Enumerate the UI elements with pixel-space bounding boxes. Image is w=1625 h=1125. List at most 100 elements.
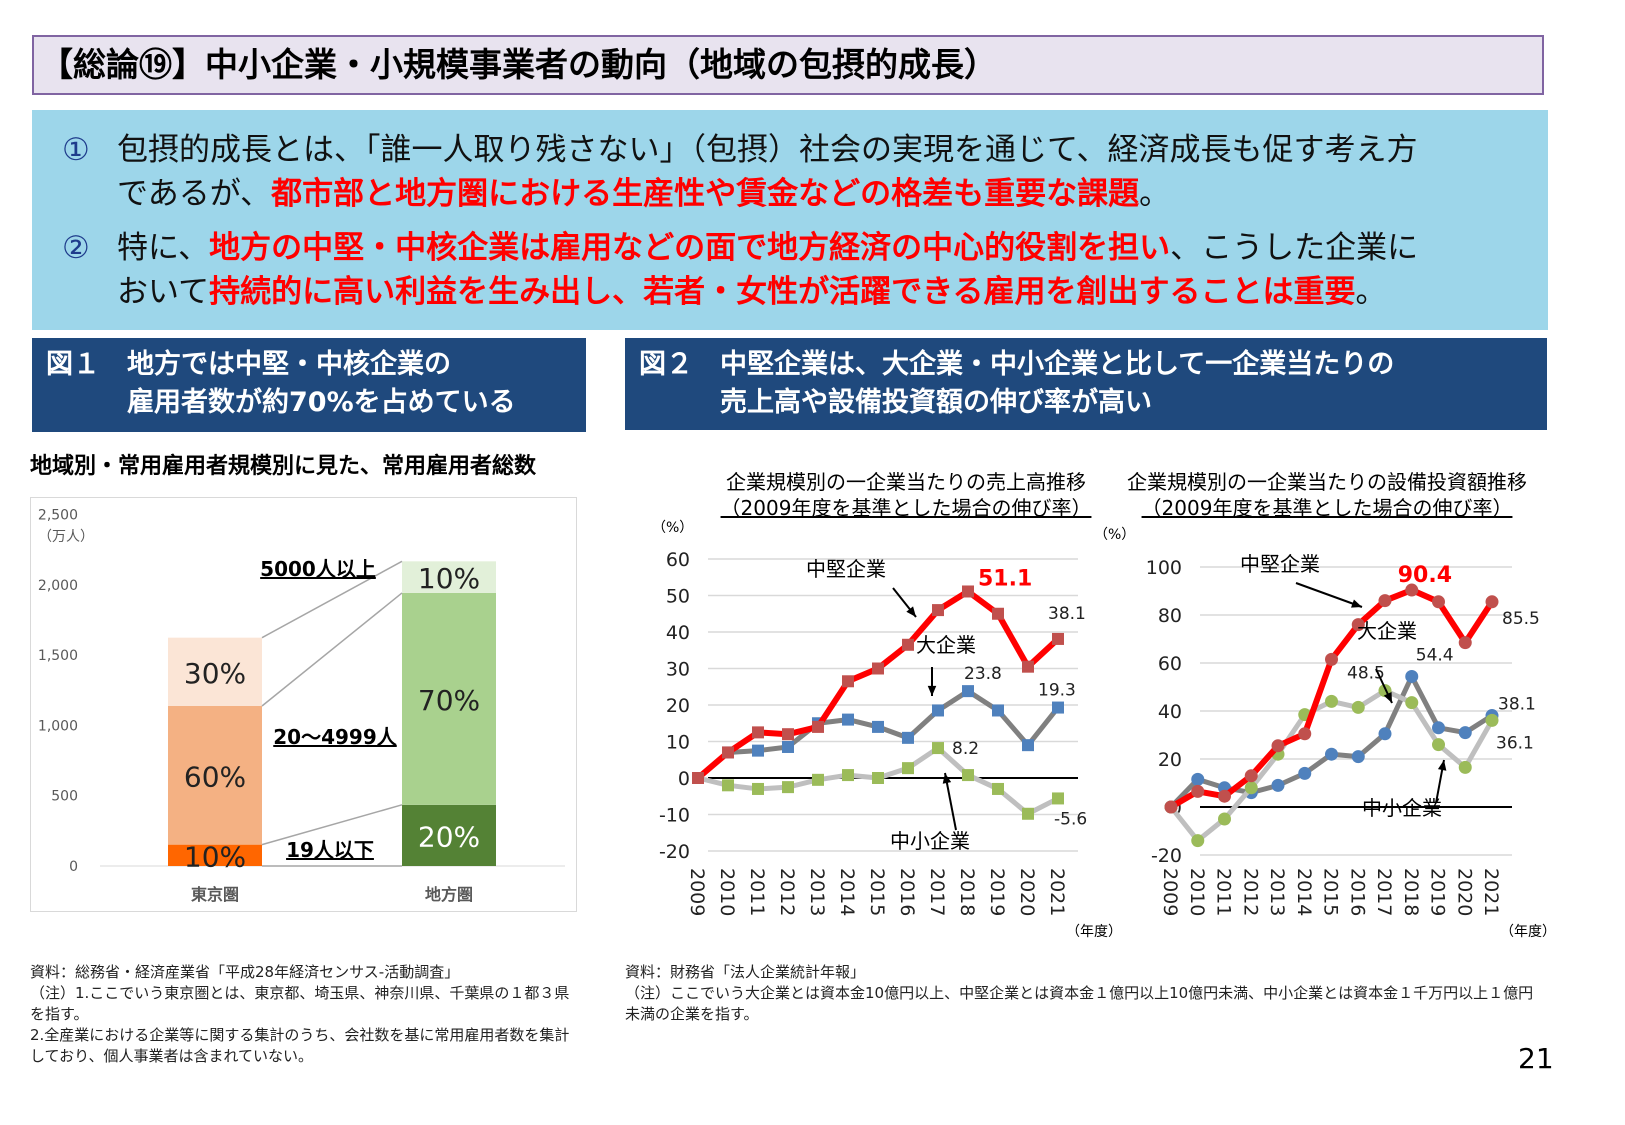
data-point	[1432, 738, 1445, 752]
x-tick-label: 2020	[1453, 868, 1475, 916]
series-annotation: 中小企業	[1362, 796, 1442, 820]
figure-1-notes: 資料：総務省・経済産業省「平成28年経済センサス‐活動調査」 （注）1.ここでい…	[30, 962, 580, 1067]
x-tick-label: 2013	[806, 868, 828, 916]
intro-point-2: ② 特に、地方の中堅・中核企業は雇用などの面で地方経済の中心的役割を担い、こうした…	[62, 226, 1418, 314]
data-point	[992, 607, 1004, 620]
y-tick-label: 1,500	[38, 648, 78, 664]
data-point	[782, 740, 794, 753]
x-tick-label: 2017	[1373, 868, 1395, 916]
y-tick-label: -10	[659, 805, 690, 827]
data-point	[1022, 739, 1034, 752]
text: 特に、	[117, 230, 210, 266]
highlight-text: 持続的に高い利益を生み出し、若者・女性が活躍できる雇用を創出することは重要	[209, 274, 1356, 310]
series-annotation: 大企業	[916, 633, 976, 657]
y-tick-label: 40	[1158, 701, 1182, 723]
source-note: 資料：総務省・経済産業省「平成28年経済センサス‐活動調査」	[30, 963, 460, 981]
x-tick-label: 2011	[1213, 868, 1235, 916]
data-point	[782, 728, 794, 741]
y-tick-label: 1,000	[38, 718, 78, 734]
data-point	[1325, 747, 1338, 761]
arrow-head	[942, 773, 952, 784]
data-point	[902, 638, 914, 651]
data-point	[1298, 727, 1312, 741]
data-point	[1244, 781, 1258, 795]
x-tick-label: 2010	[1186, 868, 1208, 916]
y-tick-label: 2,500	[38, 508, 78, 524]
text: であるが、	[117, 176, 272, 212]
data-label: 54.4	[1416, 645, 1454, 665]
data-point	[1458, 636, 1472, 650]
arrow-head	[1351, 599, 1362, 608]
data-point	[1191, 772, 1205, 786]
data-point	[1351, 750, 1365, 764]
x-tick-label: 2015	[866, 868, 888, 916]
annotation-arrow	[1295, 582, 1363, 608]
x-tick-label: 2017	[926, 868, 948, 916]
y-axis-unit: （万人）	[38, 529, 94, 545]
y-tick-label: 30	[666, 659, 690, 681]
x-tick-label: 2010	[716, 868, 738, 916]
data-point	[842, 713, 854, 726]
arrow-head	[906, 606, 916, 617]
data-point	[992, 782, 1004, 795]
data-point	[1191, 784, 1205, 798]
page-number: 21	[1518, 1042, 1554, 1075]
x-tick-label: 2020	[1016, 868, 1038, 916]
x-tick-label: 2015	[1320, 868, 1342, 916]
chart-title: 企業規模別の一企業当たりの売上高推移	[726, 470, 1086, 494]
data-label: 23.8	[964, 664, 1002, 684]
intro-point-1: ① 包摂的成長とは、「誰一人取り残さない」（包摂）社会の実現を通じて、経済成長も促…	[62, 128, 1417, 216]
data-label: 51.1	[978, 566, 1032, 591]
bar-segment-東京圏-5000人以上	[168, 637, 262, 706]
data-point	[692, 772, 704, 784]
x-tick-label: 2019	[986, 868, 1008, 916]
data-point	[1298, 766, 1312, 780]
footnote: （注）1.ここでいう東京圏とは、東京都、埼玉県、神奈川県、千葉県の１都３県を指す…	[30, 984, 570, 1023]
y-tick-label: 20	[666, 695, 690, 717]
y-tick-label: 0	[678, 768, 690, 790]
footnote: 2.全産業における企業等に関する集計のうち、会社数を基に常用雇用者数を集計してお…	[30, 1026, 570, 1065]
source-note: 資料：財務省「法人企業統計年報」	[625, 963, 866, 981]
y-tick-label: -20	[1151, 845, 1182, 867]
x-axis-unit: （年度）	[1066, 924, 1122, 940]
data-point	[932, 704, 944, 717]
y-tick-label: 50	[666, 586, 690, 608]
text: 包摂的成長とは、「誰一人取り残さない」（包摂）社会の実現を通じて、経済成長も促す…	[117, 132, 1418, 168]
data-point	[1405, 696, 1419, 710]
y-tick-label: 100	[1146, 557, 1182, 579]
series-label: 20～4999人	[273, 725, 397, 749]
data-label: 38.1	[1048, 604, 1086, 624]
data-point	[902, 762, 914, 775]
intro-box: ① 包摂的成長とは、「誰一人取り残さない」（包摂）社会の実現を通じて、経済成長も促…	[32, 110, 1548, 330]
series-annotation: 中堅企業	[806, 557, 886, 581]
data-point	[1164, 800, 1178, 814]
data-point	[932, 742, 944, 755]
x-tick-label: 2011	[746, 868, 768, 916]
data-point	[1271, 778, 1285, 792]
data-point	[752, 744, 764, 757]
data-point	[722, 779, 734, 792]
chart-title: 企業規模別の一企業当たりの設備投資額推移	[1127, 470, 1527, 494]
series-annotation: 大企業	[1357, 619, 1417, 643]
bar-data-label: 10%	[184, 840, 246, 873]
bar-segment-地方圏-5000人以上	[402, 561, 496, 593]
y-tick-label: 0	[69, 859, 78, 875]
x-tick-label: 2016	[896, 868, 918, 916]
x-tick-label: 2014	[836, 868, 858, 916]
data-label: -5.6	[1054, 809, 1087, 829]
data-point	[962, 585, 974, 598]
y-tick-label: 80	[1158, 605, 1182, 627]
data-point	[1405, 669, 1419, 683]
highlight-text: 地方の中堅・中核企業は雇用などの面で地方経済の中心的役割を担い	[209, 230, 1171, 266]
data-point	[872, 772, 884, 784]
x-tick-label: 2013	[1266, 868, 1288, 916]
data-point	[1432, 721, 1445, 735]
data-point	[1458, 726, 1472, 740]
data-point	[1271, 739, 1285, 753]
y-tick-label: -20	[659, 841, 690, 863]
bar-chart-frame	[30, 497, 577, 912]
data-point	[1052, 792, 1064, 805]
data-label: 19.3	[1038, 681, 1076, 701]
data-point	[992, 704, 1004, 717]
